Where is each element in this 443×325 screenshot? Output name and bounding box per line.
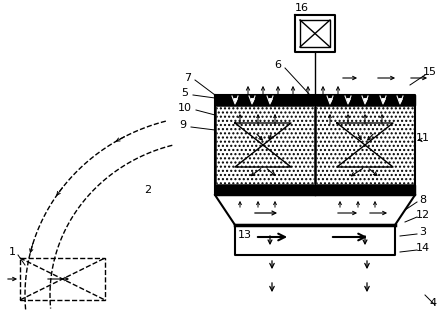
Bar — [316, 106, 414, 184]
Text: 15: 15 — [423, 67, 437, 77]
Text: 9: 9 — [179, 120, 187, 130]
Text: 13: 13 — [238, 230, 252, 240]
Text: 2: 2 — [144, 185, 152, 195]
Text: 6: 6 — [275, 60, 281, 70]
Text: 12: 12 — [416, 210, 430, 220]
Text: 14: 14 — [416, 243, 430, 253]
Text: 7: 7 — [184, 73, 191, 83]
Bar — [216, 106, 314, 184]
Text: 16: 16 — [295, 3, 309, 13]
Text: 4: 4 — [429, 298, 436, 308]
Text: 11: 11 — [416, 133, 430, 143]
Text: 1: 1 — [8, 247, 16, 257]
Text: 3: 3 — [420, 227, 427, 237]
Text: 10: 10 — [178, 103, 192, 113]
Text: 8: 8 — [420, 195, 427, 205]
Text: 5: 5 — [182, 88, 189, 98]
Bar — [20, 258, 105, 300]
